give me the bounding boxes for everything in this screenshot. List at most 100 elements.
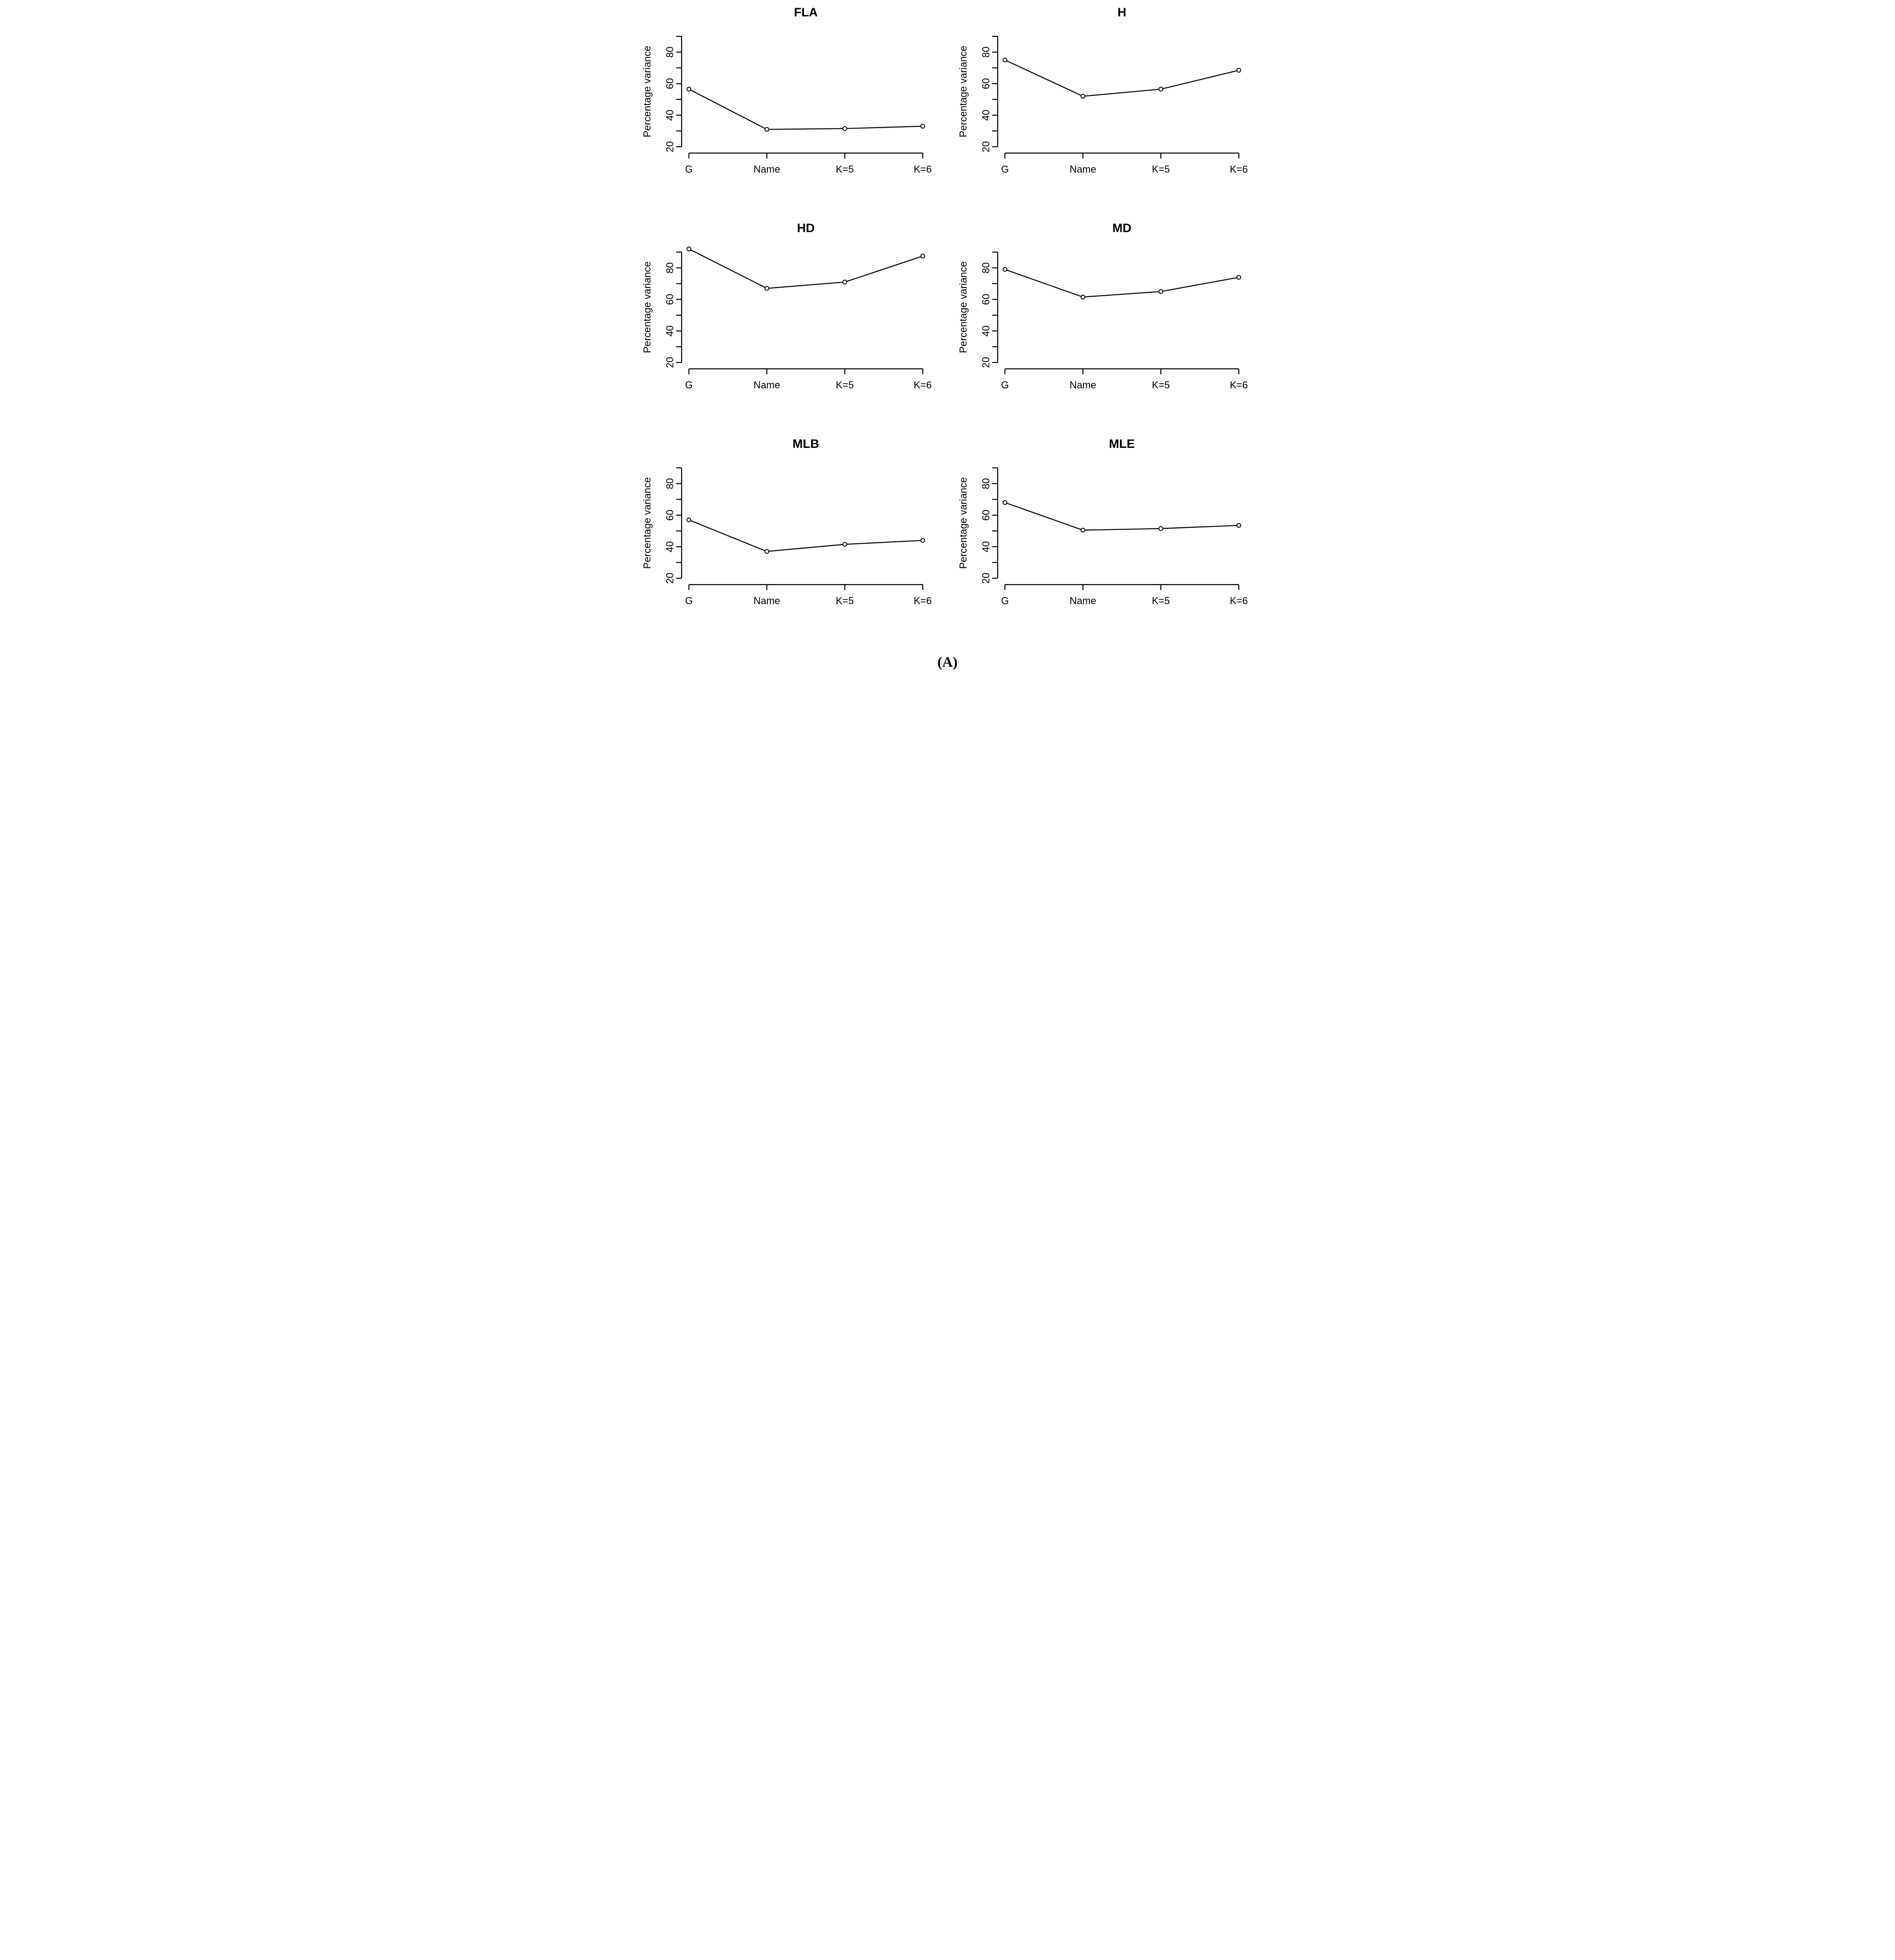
x-category-label: Name [753,379,780,391]
chart-title: FLA [794,5,817,19]
y-tick-label: 20 [664,141,675,152]
y-tick-label: 40 [664,541,675,552]
chart-panel-mle: MLE 20 40 60 80 Percentage variance G Name K=5 K=… [948,432,1264,647]
y-tick-label: 80 [664,478,675,489]
figure-caption: (A) [937,654,958,670]
y-tick-label: 80 [980,262,991,273]
data-line [1004,60,1239,97]
chart-panel-hd: HD 20 40 60 80 Percentage variance G Name K=5 K=6 [632,216,948,432]
y-tick-label: 80 [980,478,991,489]
data-point [842,279,847,285]
chart-title: MLB [792,437,819,451]
y-axis-title: Percentage variance [957,46,969,138]
x-category-label: G [685,164,693,175]
hd-line-chart: HD 20 40 60 80 Percentage variance G Name K=5 K=6 [641,221,932,391]
data-point [686,87,691,92]
figure: FLA 20 40 60 80 Percentage variance G Name K=5 K=… [631,0,1264,679]
y-tick-label: 80 [664,46,675,57]
data-point [1158,289,1163,294]
x-category-label: K=6 [914,164,932,175]
x-category-label: Name [1069,595,1096,606]
chart-panel-h: H 20 40 60 80 Percentage variance G Name K=5 K=6 [948,0,1264,216]
data-point [842,542,847,547]
x-category-label: Name [1069,164,1096,175]
chart-panel-mlb: MLB 20 40 60 80 Percentage variance G Name K=5 K=… [632,432,948,647]
mle-line-chart: MLE 20 40 60 80 Percentage variance G Name K=5 K=… [957,437,1248,606]
chart-title: HD [797,221,815,235]
data-point [920,124,925,129]
md-line-chart: MD 20 40 60 80 Percentage variance G Name K=5 K=6 [957,221,1248,391]
x-category-label: G [685,595,693,606]
data-point [1002,57,1007,63]
x-category-label: K=5 [1152,379,1170,391]
y-axis-title: Percentage variance [641,46,653,138]
data-point [1158,87,1163,92]
x-category-label: Name [1069,379,1096,391]
x-category-label: K=5 [1152,595,1170,606]
x-category-label: K=6 [1230,379,1248,391]
y-tick-label: 40 [980,325,991,336]
data-line [688,248,923,289]
chart-title: H [1117,5,1126,19]
chart-panel-md: MD 20 40 60 80 Percentage variance G Name K=5 K=6 [948,216,1264,432]
data-point [764,286,769,291]
y-tick-label: 60 [664,510,675,521]
x-category-label: K=6 [1230,164,1248,175]
chart-grid: FLA 20 40 60 80 Percentage variance G Name K=5 K=… [632,0,1264,647]
data-point [920,253,925,258]
y-axis-title: Percentage variance [641,262,653,353]
x-category-label: K=6 [914,379,932,391]
data-point [920,538,925,543]
x-category-label: G [1001,164,1009,175]
h-line-chart: H 20 40 60 80 Percentage variance G Name K=5 K=6 [957,5,1248,175]
y-tick-label: 60 [664,78,675,89]
y-tick-label: 80 [980,46,991,57]
data-point [1002,500,1007,505]
data-point [842,126,847,131]
data-line [1004,502,1239,531]
y-tick-label: 20 [980,141,991,152]
y-tick-label: 60 [980,294,991,305]
x-category-label: Name [753,595,780,606]
x-category-label: G [685,379,693,391]
y-axis-title: Percentage variance [957,262,969,353]
fla-line-chart: FLA 20 40 60 80 Percentage variance G Name K=5 K=… [641,5,932,175]
y-tick-label: 40 [664,109,675,120]
chart-title: MD [1112,221,1131,235]
y-tick-label: 20 [980,573,991,584]
chart-panel-fla: FLA 20 40 60 80 Percentage variance G Name K=5 K=… [632,0,948,216]
y-tick-label: 40 [664,325,675,336]
x-category-label: Name [753,164,780,175]
y-tick-label: 20 [664,573,675,584]
y-tick-label: 20 [980,357,991,368]
y-axis-title: Percentage variance [641,477,653,569]
x-category-label: K=5 [836,595,854,606]
x-category-label: G [1001,379,1009,391]
data-line [688,519,923,552]
data-line [688,89,923,130]
y-tick-label: 40 [980,109,991,120]
mlb-line-chart: MLB 20 40 60 80 Percentage variance G Name K=5 K=… [641,437,932,606]
y-tick-label: 60 [980,510,991,521]
data-point [1080,527,1085,533]
data-point [1158,526,1163,531]
data-line [1004,269,1239,298]
data-point [686,246,691,252]
y-tick-label: 80 [664,262,675,273]
data-point [686,517,691,522]
data-point [764,549,769,554]
y-axis-title: Percentage variance [957,477,969,569]
x-category-label: K=6 [914,595,932,606]
data-point [1236,275,1241,280]
data-point [1080,294,1085,300]
x-category-label: K=6 [1230,595,1248,606]
x-category-label: K=5 [1152,164,1170,175]
y-tick-label: 40 [980,541,991,552]
y-tick-label: 20 [664,357,675,368]
x-category-label: G [1001,595,1009,606]
x-category-label: K=5 [836,164,854,175]
x-category-label: K=5 [836,379,854,391]
data-point [1080,94,1085,99]
y-tick-label: 60 [664,294,675,305]
chart-title: MLE [1109,437,1135,451]
